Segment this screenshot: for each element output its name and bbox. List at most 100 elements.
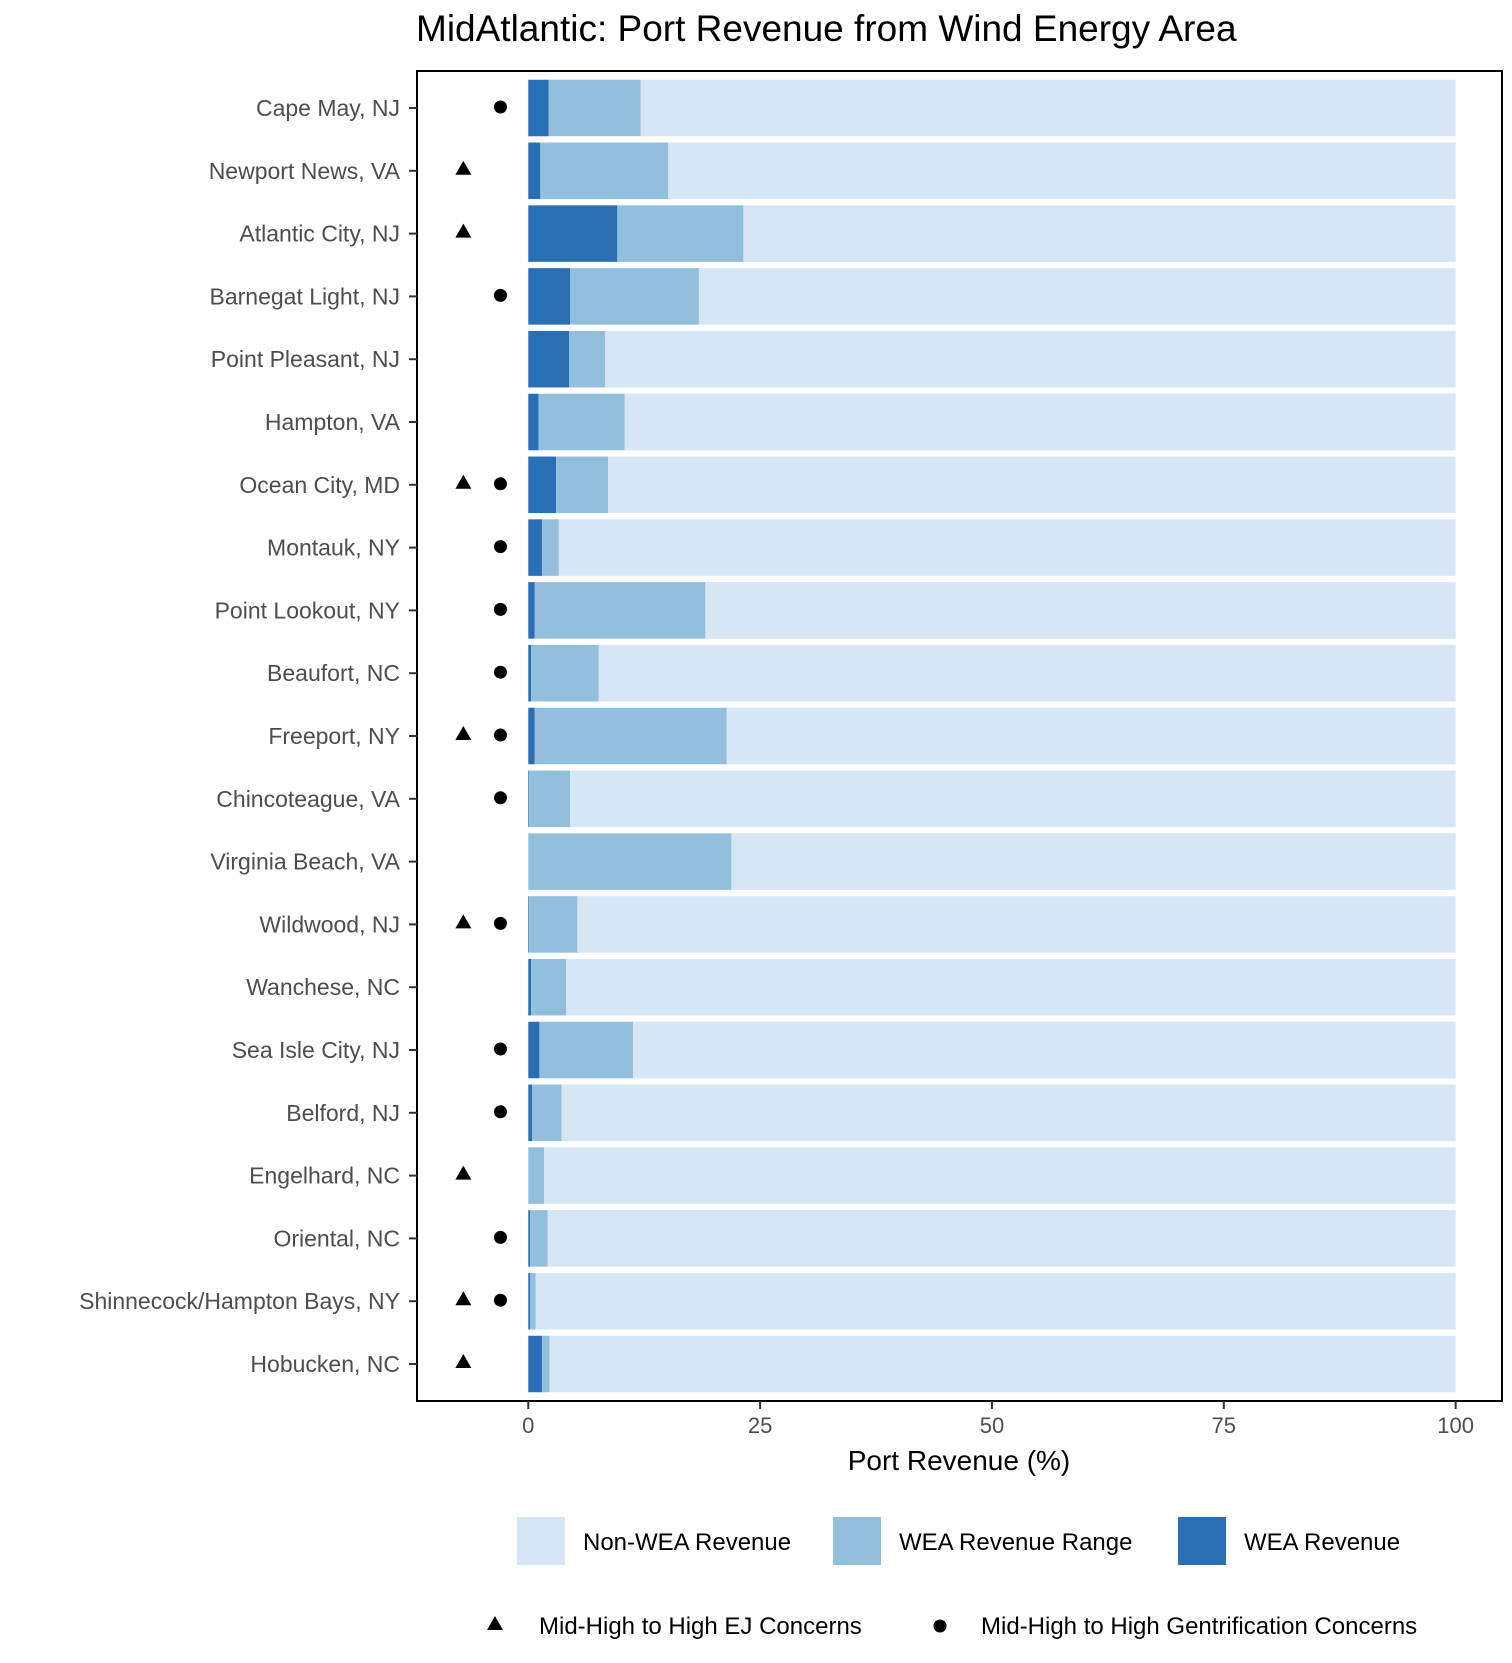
- bar-non-wea-revenue: [624, 393, 1456, 451]
- x-tick-label: 75: [1212, 1413, 1236, 1438]
- bar-non-wea-revenue: [535, 1272, 1456, 1330]
- y-tick-label: Wanchese, NC: [246, 974, 400, 1000]
- bar-wea-revenue-range: [531, 958, 567, 1016]
- x-tick-label: 0: [522, 1413, 534, 1438]
- bar-non-wea-revenue: [608, 456, 1456, 514]
- bar-non-wea-revenue: [605, 330, 1456, 388]
- bar-non-wea-revenue: [547, 1210, 1456, 1267]
- x-axis: 0 25 50 75 100: [522, 1401, 1474, 1438]
- x-tick-label: 25: [748, 1413, 772, 1438]
- bar-wea-revenue: [528, 205, 618, 262]
- bar-wea-revenue: [528, 142, 541, 200]
- gentrification-concern-marker: [493, 100, 507, 114]
- bar-wea-revenue-range: [539, 1021, 634, 1079]
- bar-wea-revenue-range: [531, 1084, 562, 1142]
- bar-wea-revenue-range: [529, 770, 571, 828]
- bar-wea-revenue: [528, 770, 530, 828]
- bar-wea-revenue: [528, 456, 557, 514]
- bar-wea-revenue-range: [534, 582, 706, 639]
- y-tick-label: Chincoteague, VA: [216, 786, 400, 812]
- gentrification-concern-marker: [493, 602, 507, 616]
- bar-wea-revenue-range: [556, 456, 609, 514]
- y-tick-label: Shinnecock/Hampton Bays, NY: [79, 1288, 400, 1314]
- bar-non-wea-revenue: [743, 205, 1456, 262]
- bar-wea-revenue-range: [548, 79, 641, 137]
- legend-label: WEA Revenue Range: [899, 1529, 1132, 1556]
- bar-non-wea-revenue: [561, 1084, 1456, 1142]
- legend-key: [833, 1517, 881, 1565]
- legend-label: WEA Revenue: [1244, 1529, 1400, 1556]
- gentrification-concern-marker: [493, 1105, 507, 1119]
- bar-wea-revenue-range: [528, 1147, 545, 1204]
- bar-wea-revenue-range: [542, 519, 559, 576]
- bar-wea-revenue: [528, 896, 530, 953]
- marker-legend-label: Mid-High to High Gentrification Concerns: [981, 1613, 1417, 1640]
- legend: Non-WEA Revenue WEA Revenue Range WEA Reve…: [517, 1517, 1400, 1565]
- ej-concern-marker: [455, 1165, 472, 1180]
- ej-concern-marker: [455, 1354, 472, 1368]
- bar-non-wea-revenue: [640, 79, 1456, 137]
- bar-non-wea-revenue: [633, 1021, 1456, 1079]
- y-tick-label: Point Lookout, NY: [215, 597, 400, 623]
- gentrification-concern-marker: [493, 665, 507, 679]
- chart-title: MidAtlantic: Port Revenue from Wind Ener…: [416, 8, 1237, 49]
- gentrification-concern-marker: [493, 791, 507, 805]
- y-tick-label: Ocean City, MD: [239, 472, 400, 498]
- ej-concern-marker: [455, 1291, 472, 1306]
- y-tick-label: Hobucken, NC: [250, 1351, 400, 1377]
- gentrification-concern-marker: [493, 1293, 507, 1307]
- bar-wea-revenue-range: [538, 393, 625, 451]
- bars-layer: [528, 79, 1456, 1393]
- y-tick-label: Hampton, VA: [265, 409, 401, 435]
- bar-wea-revenue: [528, 330, 570, 388]
- bar-wea-revenue: [528, 1210, 531, 1267]
- bar-wea-revenue: [528, 582, 535, 639]
- y-tick-label: Point Pleasant, NJ: [211, 346, 400, 372]
- bar-wea-revenue: [528, 268, 571, 325]
- bar-wea-revenue-range: [617, 205, 744, 262]
- bar-non-wea-revenue: [577, 896, 1456, 953]
- bar-wea-revenue: [528, 1021, 540, 1079]
- bar-wea-revenue-range: [529, 896, 578, 953]
- ej-concern-marker: [455, 474, 472, 489]
- y-tick-label: Atlantic City, NJ: [239, 221, 400, 247]
- bar-non-wea-revenue: [549, 1335, 1456, 1393]
- bar-wea-revenue: [528, 1335, 543, 1393]
- bar-wea-revenue-range: [528, 833, 732, 890]
- legend-triangle-icon: [487, 1616, 503, 1630]
- y-tick-label: Montauk, NY: [267, 535, 400, 561]
- bar-non-wea-revenue: [698, 268, 1456, 325]
- x-axis-title: Port Revenue (%): [848, 1445, 1071, 1476]
- gentrification-concern-marker: [493, 728, 507, 742]
- x-tick-label: 100: [1437, 1413, 1474, 1438]
- ej-concern-marker: [455, 160, 472, 175]
- y-tick-label: Virginia Beach, VA: [210, 849, 400, 875]
- y-tick-label: Barnegat Light, NJ: [209, 283, 400, 309]
- bar-non-wea-revenue: [570, 770, 1456, 828]
- bar-wea-revenue: [528, 644, 532, 702]
- y-tick-label: Sea Isle City, NJ: [232, 1037, 400, 1063]
- markers-layer: [455, 100, 507, 1368]
- y-tick-label: Cape May, NJ: [256, 95, 400, 121]
- bar-wea-revenue: [528, 958, 532, 1016]
- bar-wea-revenue: [528, 79, 549, 137]
- bar-non-wea-revenue: [668, 142, 1456, 200]
- gentrification-concern-marker: [493, 540, 507, 554]
- legend-label: Non-WEA Revenue: [583, 1529, 791, 1556]
- bar-wea-revenue-range: [570, 268, 699, 325]
- y-tick-label: Engelhard, NC: [249, 1163, 400, 1189]
- bar-wea-revenue-range: [540, 142, 669, 200]
- bar-non-wea-revenue: [598, 644, 1456, 702]
- gentrification-concern-marker: [493, 1042, 507, 1056]
- y-axis: Cape May, NJ Newport News, VA Atlantic Cit…: [79, 95, 417, 1377]
- bar-non-wea-revenue: [544, 1147, 1456, 1204]
- legend-key: [517, 1517, 565, 1565]
- bar-wea-revenue: [528, 1084, 532, 1142]
- y-tick-label: Wildwood, NJ: [259, 911, 400, 937]
- bar-wea-revenue-range: [542, 1335, 550, 1393]
- y-tick-label: Oriental, NC: [273, 1225, 400, 1251]
- bar-wea-revenue: [528, 519, 543, 576]
- gentrification-concern-marker: [493, 1230, 507, 1244]
- y-tick-label: Belford, NJ: [286, 1100, 400, 1126]
